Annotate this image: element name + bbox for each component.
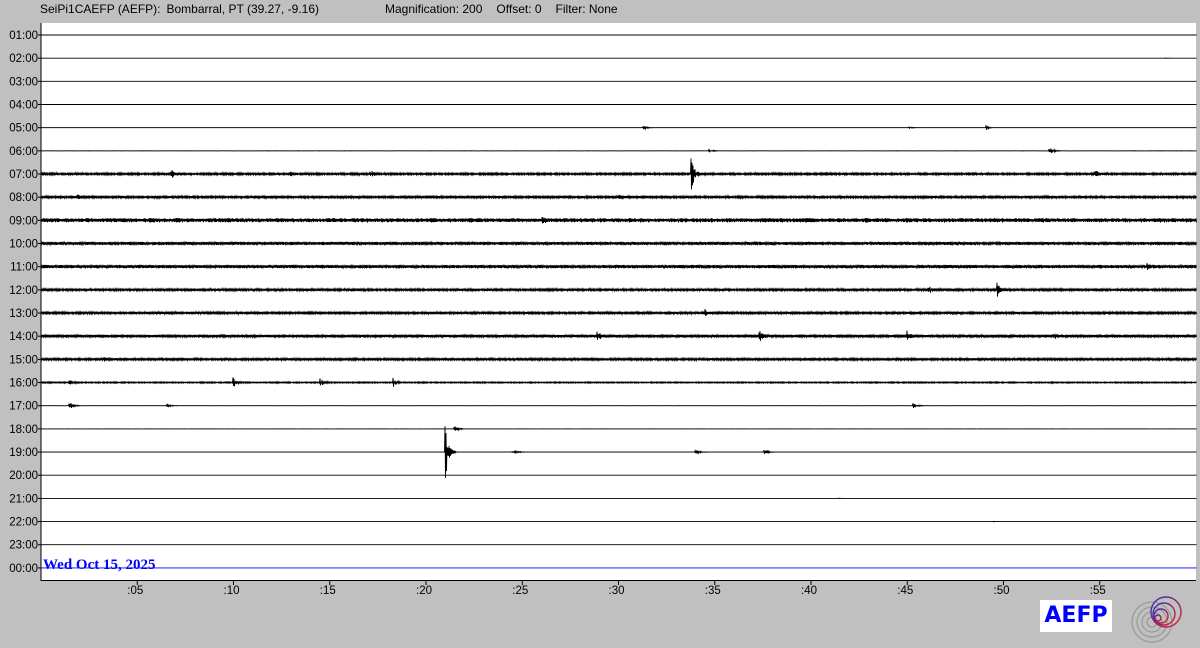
seismic-trace-row: [40, 330, 1197, 341]
seismic-trace-row: [40, 148, 1197, 154]
hour-label: 23:00: [9, 540, 38, 552]
magnification-label: Magnification: 200: [385, 2, 483, 16]
seismic-trace-row: [40, 356, 1197, 363]
seismic-trace-row: [40, 125, 1197, 131]
date-label: Wed Oct 15, 2025: [43, 557, 156, 573]
minute-label: :05: [127, 585, 143, 597]
seismic-trace-row: [40, 426, 1197, 432]
minute-label: :45: [897, 585, 913, 597]
hour-label: 21:00: [9, 493, 38, 505]
header-bar: SeiPi1CAEFP (AEFP): Bombarral, PT (39.27,…: [40, 2, 644, 16]
minute-label: :40: [801, 585, 817, 597]
hour-label: 14:00: [9, 331, 38, 343]
seismic-trace-row: [40, 309, 1197, 316]
hour-label: 18:00: [9, 424, 38, 436]
hour-label: 05:00: [9, 123, 38, 135]
hour-label: 20:00: [9, 470, 38, 482]
hour-label: 22:00: [9, 517, 38, 529]
hour-label: 12:00: [9, 285, 38, 297]
minute-label: :30: [609, 585, 625, 597]
minute-label: :25: [512, 585, 528, 597]
hour-label: 08:00: [9, 192, 38, 204]
seismic-trace-row: [40, 194, 1197, 200]
seismic-trace-row: [40, 263, 1197, 271]
hour-label: 06:00: [9, 146, 38, 158]
offset-label: Offset: 0: [496, 2, 542, 16]
seismic-trace-row: [40, 377, 1197, 387]
seismic-trace-row: [40, 520, 1197, 523]
hour-label: 10:00: [9, 239, 38, 251]
seismic-rings-logo-icon: [1131, 596, 1182, 643]
hour-label: 11:00: [10, 262, 38, 274]
hour-label: 02:00: [9, 53, 38, 65]
hour-label: 04:00: [9, 100, 38, 112]
seismic-trace-row: [40, 426, 1197, 479]
hour-label: 13:00: [9, 308, 38, 320]
seismic-trace-row: [40, 402, 1197, 408]
aefp-logo: AEFP: [1040, 600, 1112, 632]
filter-label: Filter: None: [555, 2, 618, 16]
seismic-trace-row: [41, 497, 1197, 500]
hour-label: 00:00: [9, 563, 38, 575]
seismic-trace-row: [40, 217, 1197, 224]
hour-label: 03:00: [9, 76, 38, 88]
seismic-trace-row: [40, 282, 1197, 297]
minute-label: :50: [994, 585, 1010, 597]
station-location: Bombarral, PT (39.27, -9.16): [166, 2, 319, 16]
hour-label: 16:00: [9, 378, 38, 390]
minute-label: :20: [416, 585, 432, 597]
minute-label: :10: [224, 585, 240, 597]
hour-label: 19:00: [9, 447, 38, 459]
hour-label: 17:00: [9, 401, 38, 413]
station-name: SeiPi1CAEFP (AEFP):: [40, 2, 161, 16]
plot-area: [41, 23, 1196, 580]
hour-label: 07:00: [9, 169, 38, 181]
hour-label: 01:00: [9, 30, 38, 42]
hour-label: 09:00: [9, 215, 38, 227]
minute-label: :55: [1090, 585, 1106, 597]
hour-label: 15:00: [9, 354, 38, 366]
minute-label: :35: [705, 585, 721, 597]
minute-label: :15: [320, 585, 336, 597]
seismic-trace-row: [40, 158, 1197, 190]
seismic-trace-row: [40, 240, 1197, 247]
